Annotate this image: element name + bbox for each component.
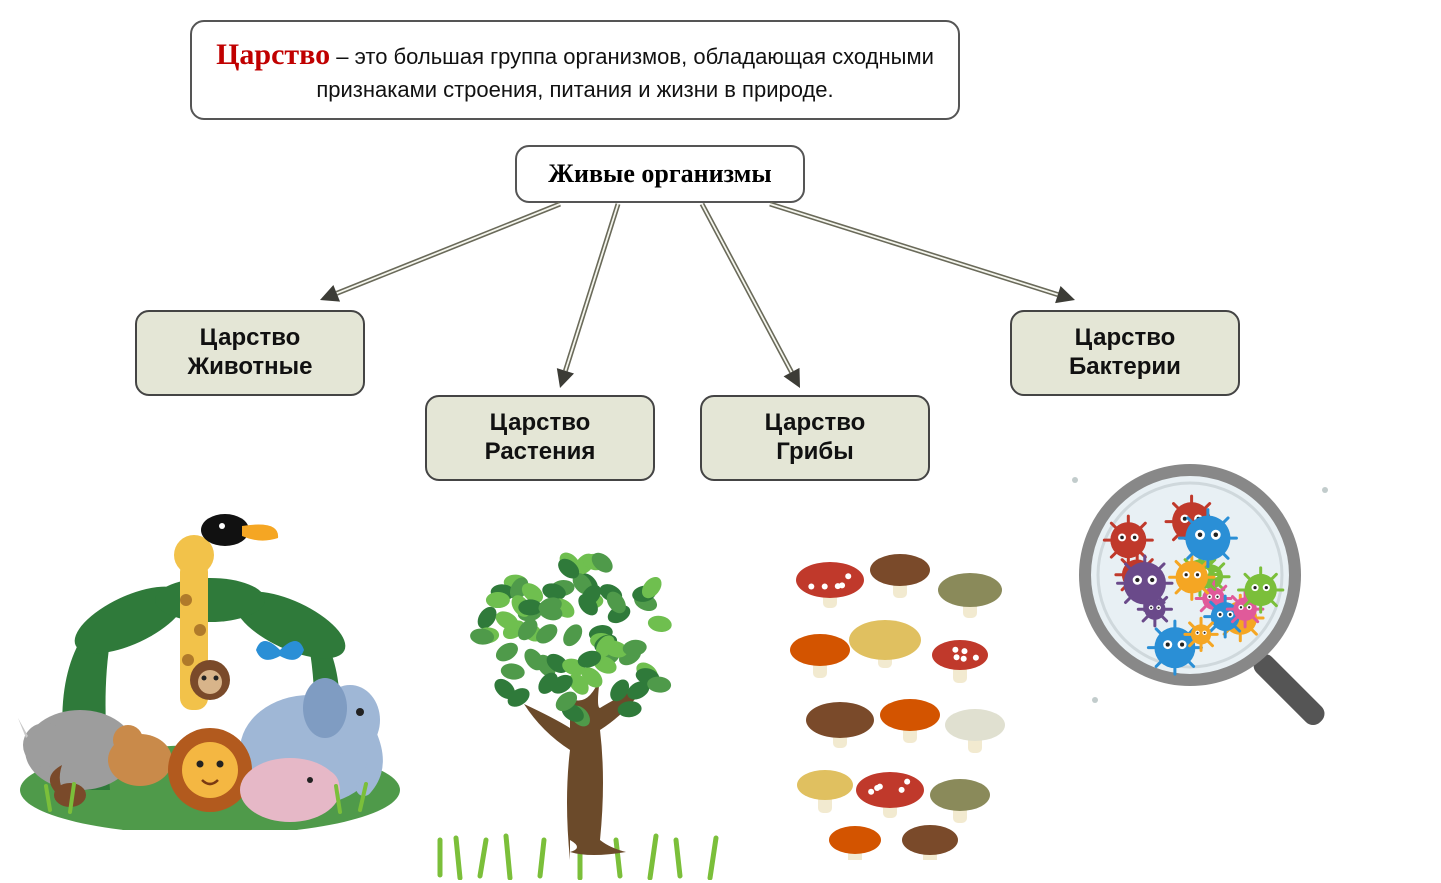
kingdom-plants: ЦарствоРастения xyxy=(425,395,655,481)
animals-illustration xyxy=(10,450,410,830)
definition-text: Царство – это большая группа организмов,… xyxy=(210,35,940,105)
definition-term: Царство xyxy=(216,38,330,71)
kingdom-fungi-label: ЦарствоГрибы xyxy=(765,409,866,467)
kingdom-animals: ЦарствоЖивотные xyxy=(135,310,365,396)
root-label: Живые организмы xyxy=(548,159,771,189)
root-node: Живые организмы xyxy=(515,145,805,203)
kingdom-bacteria-label: ЦарствоБактерии xyxy=(1069,324,1181,382)
definition-box: Царство – это большая группа организмов,… xyxy=(190,20,960,120)
kingdom-animals-label: ЦарствоЖивотные xyxy=(187,324,312,382)
kingdom-plants-label: ЦарствоРастения xyxy=(485,409,596,467)
kingdom-fungi: ЦарствоГрибы xyxy=(700,395,930,481)
definition-rest: – это большая группа организмов, обладаю… xyxy=(316,44,934,103)
bacteria-illustration xyxy=(1055,440,1355,740)
kingdom-bacteria: ЦарствоБактерии xyxy=(1010,310,1240,396)
mushrooms-illustration xyxy=(770,520,1040,860)
tree-illustration xyxy=(420,520,740,880)
